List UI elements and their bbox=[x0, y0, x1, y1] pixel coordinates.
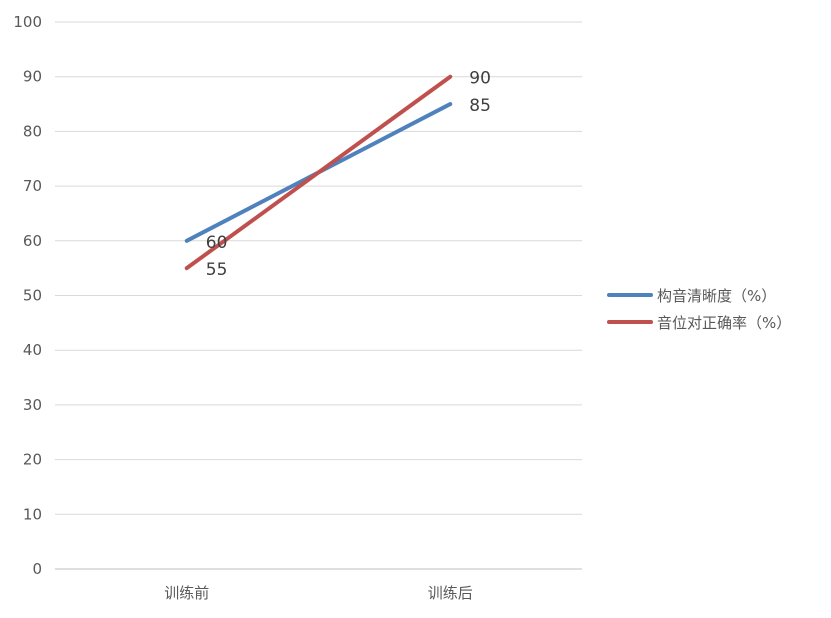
data-label: 90 bbox=[469, 69, 491, 89]
y-tick-label: 30 bbox=[23, 396, 42, 414]
y-tick-label: 100 bbox=[13, 13, 42, 31]
y-tick-label: 60 bbox=[23, 232, 42, 250]
series-lines bbox=[184, 74, 453, 271]
legend-label: 构音清晰度（%） bbox=[657, 287, 776, 305]
y-tick-label: 80 bbox=[23, 122, 42, 140]
data-label: 85 bbox=[469, 96, 491, 116]
y-tick-label: 70 bbox=[23, 177, 42, 195]
x-axis-ticks: 训练前 训练后 bbox=[164, 584, 473, 602]
data-labels: 60 85 55 90 bbox=[206, 69, 491, 280]
x-tick-label: 训练后 bbox=[428, 584, 473, 602]
y-axis-ticks: 0 10 20 30 40 50 60 70 80 90 100 bbox=[13, 13, 42, 578]
series-line-2 bbox=[184, 74, 453, 271]
y-tick-label: 20 bbox=[23, 451, 42, 469]
x-tick-label: 训练前 bbox=[164, 584, 209, 602]
y-tick-label: 90 bbox=[23, 68, 42, 86]
data-label: 60 bbox=[206, 233, 228, 253]
y-tick-label: 10 bbox=[23, 505, 42, 523]
y-tick-label: 0 bbox=[32, 560, 42, 578]
legend-label: 音位对正确率（%） bbox=[657, 314, 791, 332]
gridlines bbox=[55, 21, 582, 570]
legend: 构音清晰度（%） 音位对正确率（%） bbox=[607, 287, 791, 332]
data-label: 55 bbox=[206, 260, 228, 280]
y-tick-label: 50 bbox=[23, 287, 42, 305]
y-tick-label: 40 bbox=[23, 341, 42, 359]
